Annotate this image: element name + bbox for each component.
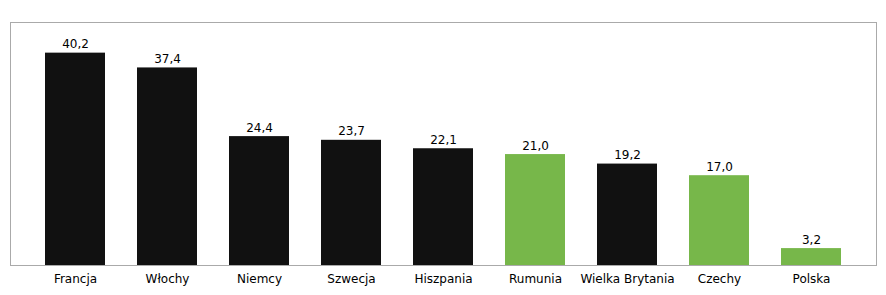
svg-text:17,0: 17,0 — [706, 160, 733, 174]
svg-text:Czechy: Czechy — [698, 272, 741, 286]
svg-text:Niemcy: Niemcy — [237, 272, 282, 286]
svg-text:37,4: 37,4 — [154, 52, 181, 66]
svg-text:Wielka Brytania: Wielka Brytania — [580, 272, 674, 286]
svg-text:Hiszpania: Hiszpania — [414, 272, 472, 286]
svg-text:Włochy: Włochy — [146, 272, 190, 286]
svg-text:24,4: 24,4 — [246, 121, 273, 135]
svg-text:3,2: 3,2 — [802, 233, 821, 247]
svg-text:Szwecja: Szwecja — [327, 272, 375, 286]
svg-text:Francja: Francja — [54, 272, 97, 286]
svg-text:40,2: 40,2 — [62, 37, 89, 51]
svg-text:Polska: Polska — [793, 272, 831, 286]
svg-text:23,7: 23,7 — [338, 124, 365, 138]
svg-text:19,2: 19,2 — [614, 148, 641, 162]
svg-text:21,0: 21,0 — [522, 139, 549, 153]
svg-text:22,1: 22,1 — [430, 133, 457, 147]
svg-text:Rumunia: Rumunia — [509, 272, 562, 286]
